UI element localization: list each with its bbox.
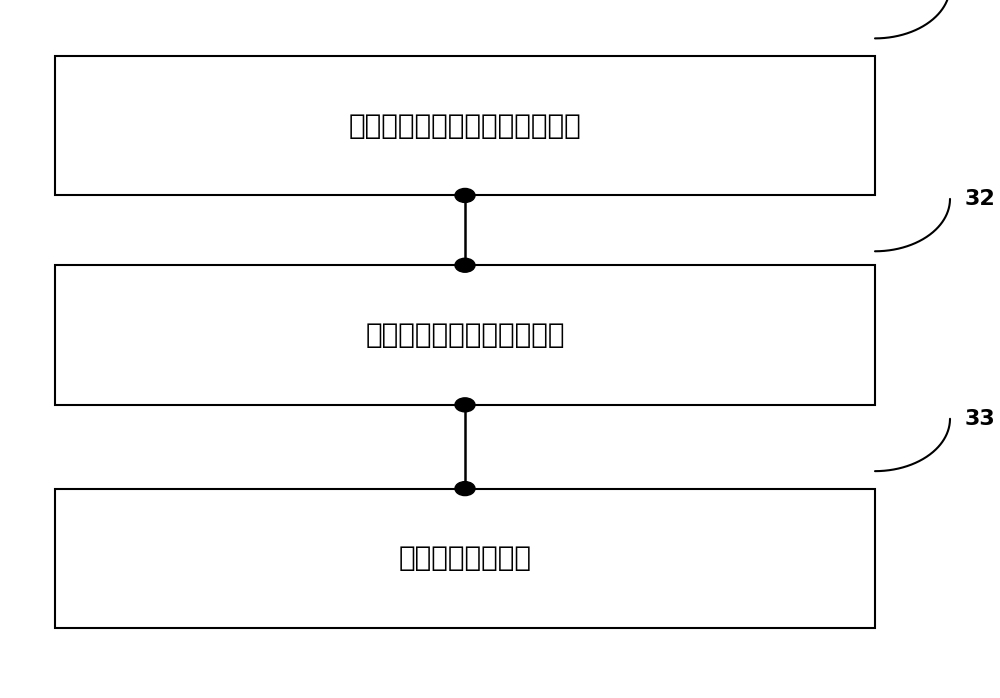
Text: 33: 33 [965, 409, 996, 429]
Circle shape [455, 188, 475, 202]
Text: 带通道格式的图片序列获取单元: 带通道格式的图片序列获取单元 [349, 112, 581, 140]
Text: 目标物体图像序列获取单元: 目标物体图像序列获取单元 [365, 321, 565, 349]
Circle shape [455, 258, 475, 272]
Bar [55, 265, 875, 405]
Text: 动态效果展示单元: 动态效果展示单元 [398, 544, 532, 572]
Text: 32: 32 [965, 189, 996, 209]
Bar [55, 56, 875, 195]
Bar [55, 489, 875, 628]
Circle shape [455, 482, 475, 496]
Circle shape [455, 398, 475, 412]
